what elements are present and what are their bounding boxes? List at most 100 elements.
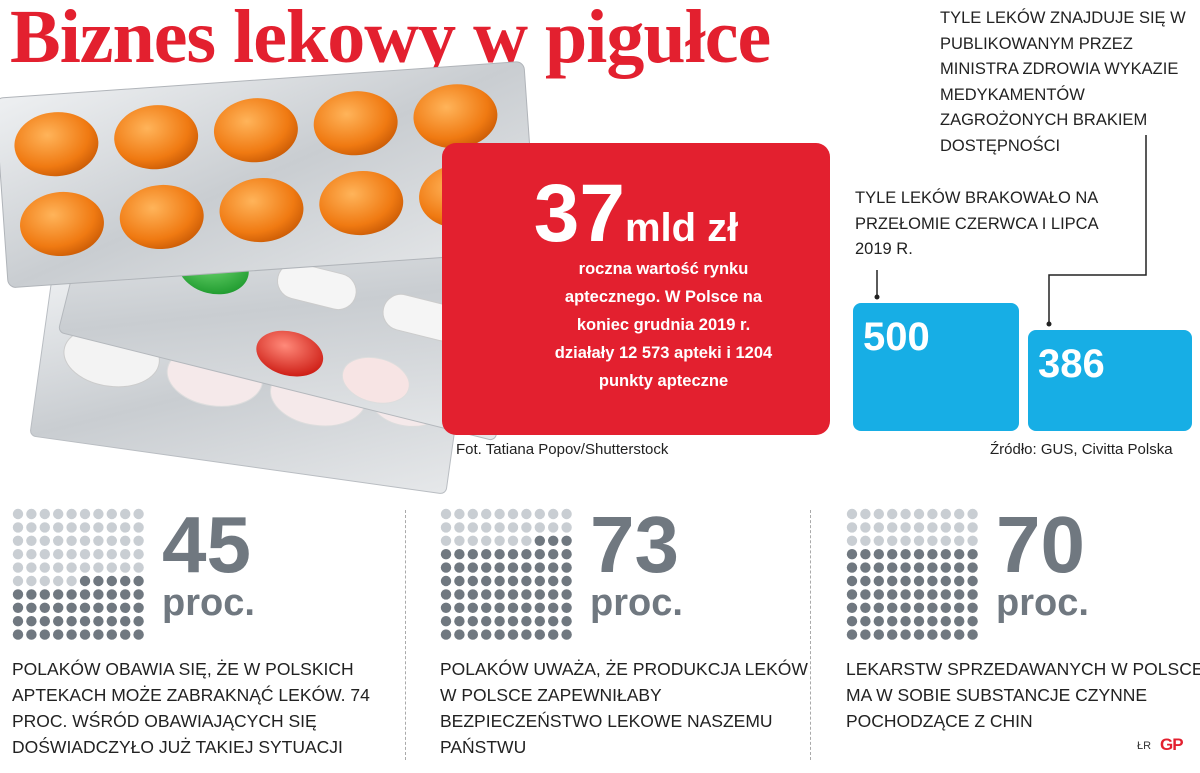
dot-filled [39, 616, 50, 627]
dot-empty [440, 535, 452, 546]
dot-empty [873, 522, 884, 533]
dot-filled [440, 589, 452, 600]
dot-empty [39, 549, 50, 560]
dot-filled [900, 589, 911, 600]
dot-filled [454, 575, 465, 587]
dot-empty [93, 522, 104, 533]
dot-filled [873, 562, 884, 573]
dot-empty [454, 535, 465, 546]
dot-filled [548, 616, 559, 627]
dot-filled [79, 589, 91, 600]
dot-empty [561, 508, 572, 520]
dot-empty [133, 562, 144, 573]
dot-empty [133, 508, 144, 520]
dot-filled [106, 616, 118, 627]
dot-filled [507, 562, 519, 573]
stat-value-1: 45 [162, 500, 251, 589]
dot-filled [133, 602, 144, 613]
dot-filled [913, 549, 925, 560]
lacking-value-box: 500 [853, 303, 1019, 431]
dot-filled [440, 616, 452, 627]
dot-empty [846, 522, 858, 533]
dot-empty [900, 522, 911, 533]
dot-filled [860, 549, 871, 560]
dot-filled [846, 575, 858, 587]
market-description: roczna wartość rynku aptecznego. W Polsc… [554, 260, 773, 390]
dot-filled [548, 549, 559, 560]
dot-empty [954, 508, 965, 520]
dot-filled [12, 602, 24, 613]
dot-filled [454, 616, 465, 627]
dot-filled [39, 602, 50, 613]
dot-empty [120, 549, 131, 560]
dot-filled [106, 602, 118, 613]
dot-empty [927, 535, 938, 546]
dot-empty [521, 535, 532, 546]
dot-filled [454, 589, 465, 600]
dot-filled [66, 616, 77, 627]
dot-empty [494, 535, 505, 546]
dot-empty [913, 535, 925, 546]
dot-filled [940, 575, 951, 587]
dot-filled [913, 629, 925, 640]
dot-filled [481, 549, 492, 560]
dot-empty [940, 508, 951, 520]
dot-filled [467, 549, 478, 560]
dot-filled [120, 629, 131, 640]
dot-filled [454, 562, 465, 573]
dot-empty [913, 508, 925, 520]
dot-filled [561, 575, 572, 587]
dot-filled [548, 562, 559, 573]
dot-empty [39, 575, 50, 587]
dot-filled [967, 589, 978, 600]
dot-filled [12, 629, 24, 640]
dot-empty [12, 549, 24, 560]
dot-filled [133, 629, 144, 640]
dot-filled [954, 575, 965, 587]
dot-filled [887, 629, 898, 640]
dot-empty [561, 522, 572, 533]
dot-filled [507, 549, 519, 560]
dot-filled [561, 616, 572, 627]
dot-filled [12, 589, 24, 600]
dot-empty [66, 508, 77, 520]
dot-empty [534, 522, 545, 533]
market-value-number: 37 [533, 168, 625, 259]
dot-filled [79, 616, 91, 627]
dot-filled [26, 629, 37, 640]
dot-empty [93, 549, 104, 560]
dot-empty [548, 508, 559, 520]
dot-empty [846, 535, 858, 546]
dot-filled [860, 562, 871, 573]
dot-matrix-2 [440, 508, 572, 640]
dot-empty [481, 522, 492, 533]
dot-filled [440, 602, 452, 613]
dot-empty [66, 535, 77, 546]
dot-filled [561, 602, 572, 613]
dot-filled [120, 616, 131, 627]
dot-empty [66, 562, 77, 573]
dot-filled [507, 629, 519, 640]
dot-filled [521, 549, 532, 560]
dot-filled [561, 549, 572, 560]
dot-empty [39, 508, 50, 520]
dot-empty [900, 508, 911, 520]
dot-filled [860, 602, 871, 613]
dot-filled [106, 575, 118, 587]
dot-filled [120, 589, 131, 600]
dot-filled [507, 602, 519, 613]
list-value: 386 [1038, 342, 1105, 386]
dot-empty [106, 535, 118, 546]
dot-filled [120, 575, 131, 587]
dot-empty [940, 535, 951, 546]
dot-empty [120, 508, 131, 520]
dot-empty [39, 535, 50, 546]
dot-empty [454, 522, 465, 533]
dot-empty [79, 562, 91, 573]
dot-empty [860, 535, 871, 546]
dot-filled [548, 589, 559, 600]
dot-filled [548, 535, 559, 546]
dot-empty [940, 522, 951, 533]
dot-filled [454, 549, 465, 560]
